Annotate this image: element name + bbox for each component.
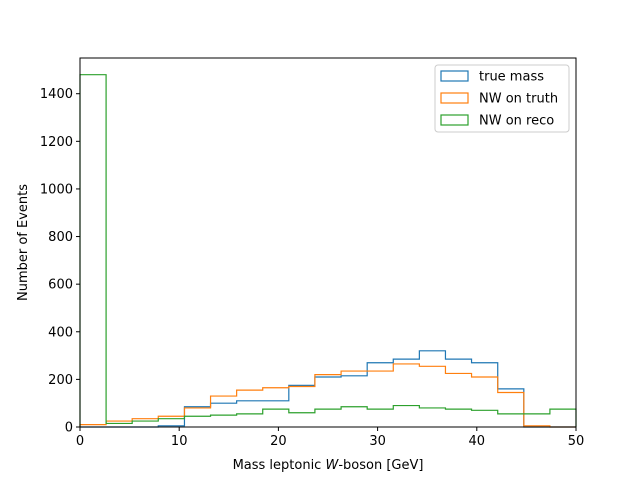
y-tick-label: 800 xyxy=(48,230,73,245)
y-tick-label: 200 xyxy=(48,373,73,388)
x-tick-label: 40 xyxy=(469,434,486,449)
plot-content xyxy=(79,74,577,428)
legend-swatch xyxy=(440,92,469,104)
legend-swatch xyxy=(440,114,469,126)
y-tick-label: 400 xyxy=(48,325,73,340)
x-tick-label: 20 xyxy=(270,434,287,449)
x-tick-label: 0 xyxy=(76,434,84,449)
legend-label: NW on truth xyxy=(479,92,558,107)
legend: true mass NW on truth NW on reco xyxy=(434,64,570,133)
series-nw-on-reco-step xyxy=(79,74,577,427)
y-tick-label: 0 xyxy=(65,421,73,436)
legend-swatch xyxy=(440,70,469,82)
y-tick-label: 1000 xyxy=(40,182,73,197)
y-axis-ticks: 0 200 400 600 800 1000 1200 1400 xyxy=(40,87,80,436)
legend-label: NW on reco xyxy=(479,114,554,129)
y-tick-label: 600 xyxy=(48,278,73,293)
y-tick-label: 1400 xyxy=(40,87,73,102)
x-tick-label: 50 xyxy=(568,434,585,449)
y-axis-label: Number of Events xyxy=(16,184,31,301)
x-axis-label: Mass leptonic W-boson [GeV] xyxy=(233,458,424,473)
plot-frame xyxy=(79,57,577,428)
x-tick-label: 30 xyxy=(369,434,386,449)
x-axis-ticks: 0 10 20 30 40 50 xyxy=(76,427,584,449)
series-true-mass-step xyxy=(80,350,576,428)
x-tick-label: 10 xyxy=(171,434,188,449)
y-tick-label: 1200 xyxy=(40,135,73,150)
series-nw-on-truth-step xyxy=(79,363,576,428)
legend-label: true mass xyxy=(479,70,544,85)
